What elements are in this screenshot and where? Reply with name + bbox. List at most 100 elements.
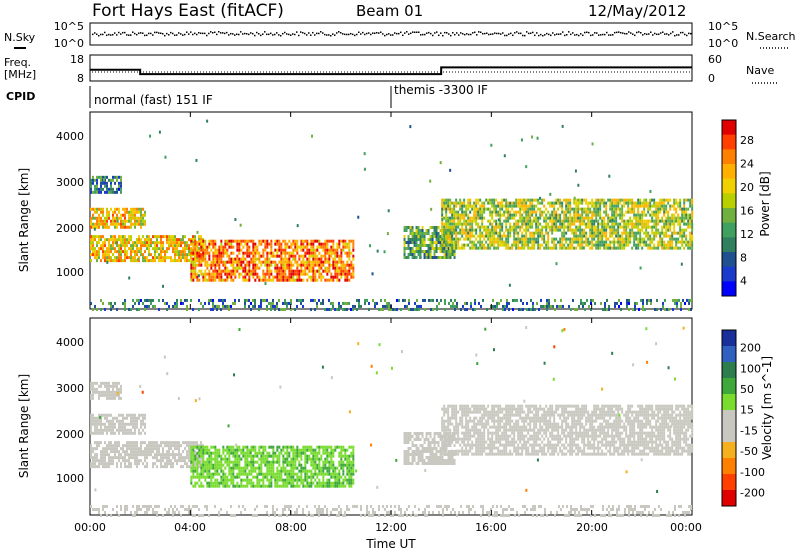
data-cell [254, 301, 256, 305]
data-cell [298, 275, 301, 279]
data-cell [288, 260, 291, 264]
data-cell [256, 275, 259, 279]
data-cell [591, 210, 594, 214]
data-cell [224, 454, 227, 458]
data-cell [453, 243, 456, 247]
data-cell [523, 210, 526, 214]
data-cell [160, 250, 162, 254]
data-cell [220, 469, 223, 473]
data-cell [683, 228, 686, 232]
data-cell [314, 269, 317, 273]
data-cell [338, 278, 341, 282]
data-cell [236, 245, 239, 249]
data-cell [96, 207, 98, 211]
power-ytick-2000: 2000 [56, 222, 84, 235]
data-cell [218, 248, 221, 252]
data-cell [595, 240, 598, 244]
data-cell [653, 210, 656, 214]
data-cell [226, 463, 229, 467]
power-colorbar-swatch [722, 120, 736, 136]
noise-point [666, 33, 668, 35]
data-cell [553, 210, 556, 214]
data-cell [445, 210, 448, 214]
data-cell [90, 207, 92, 211]
data-cell [202, 469, 205, 473]
data-cell [168, 441, 170, 445]
data-cell [477, 198, 480, 202]
data-cell [116, 462, 118, 466]
data-cell [348, 278, 351, 282]
data-cell [266, 269, 269, 273]
data-cell [545, 225, 548, 229]
data-cell [637, 213, 640, 217]
data-cell [94, 441, 96, 445]
data-cell [368, 301, 370, 305]
data-cell [138, 250, 140, 254]
data-cell [146, 247, 148, 251]
data-cell [240, 239, 243, 243]
data-cell [288, 301, 290, 305]
data-cell [298, 257, 301, 261]
data-cell [202, 238, 204, 242]
data-cell [430, 307, 432, 311]
data-cell [218, 269, 221, 273]
data-cell [577, 219, 580, 223]
data-cell [461, 228, 464, 232]
data-cell [691, 234, 694, 238]
data-cell [539, 216, 542, 220]
data-cell [623, 198, 626, 202]
data-cell [330, 275, 333, 279]
noise-point [496, 32, 498, 35]
data-cell [431, 256, 434, 260]
data-cell [611, 216, 614, 220]
data-cell [505, 207, 508, 211]
data-cell [511, 225, 514, 229]
data-cell [669, 234, 672, 238]
data-cell [172, 235, 174, 239]
data-cell [180, 298, 182, 302]
data-cell [296, 260, 299, 264]
data-cell [112, 462, 114, 466]
data-cell [228, 269, 231, 273]
data-cell [118, 459, 120, 463]
data-cell [226, 445, 229, 449]
data-cell [655, 228, 658, 232]
data-cell [577, 243, 580, 247]
data-cell [110, 250, 112, 254]
data-cell [160, 256, 162, 260]
data-cell [216, 484, 219, 488]
data-cell [489, 228, 492, 232]
data-cell [232, 466, 235, 470]
data-cell [547, 240, 550, 244]
data-cell [655, 207, 658, 211]
data-cell [264, 260, 267, 264]
data-cell [136, 222, 138, 226]
data-cell [478, 301, 480, 305]
data-cell [635, 213, 638, 217]
data-cell [320, 245, 323, 249]
data-cell [318, 257, 321, 261]
data-cell [92, 307, 94, 311]
data-cell [106, 428, 108, 432]
data-cell [312, 248, 315, 252]
data-cell [386, 304, 388, 308]
data-cell [140, 413, 142, 417]
data-cell [597, 237, 600, 241]
data-cell [543, 225, 546, 229]
data-cell [663, 207, 666, 211]
data-cell [407, 256, 410, 260]
data-cell [521, 198, 524, 202]
data-cell [112, 235, 114, 239]
data-cell [230, 475, 233, 479]
data-cell [645, 225, 648, 229]
data-cell [108, 213, 110, 217]
data-cell [258, 242, 261, 246]
data-cell [106, 390, 108, 394]
data-cell [453, 253, 456, 257]
data-cell [156, 250, 158, 254]
noise-point [92, 33, 94, 36]
noise-point [140, 32, 142, 34]
data-cell [204, 257, 207, 261]
data-cell [208, 245, 211, 249]
data-cell [673, 198, 676, 202]
